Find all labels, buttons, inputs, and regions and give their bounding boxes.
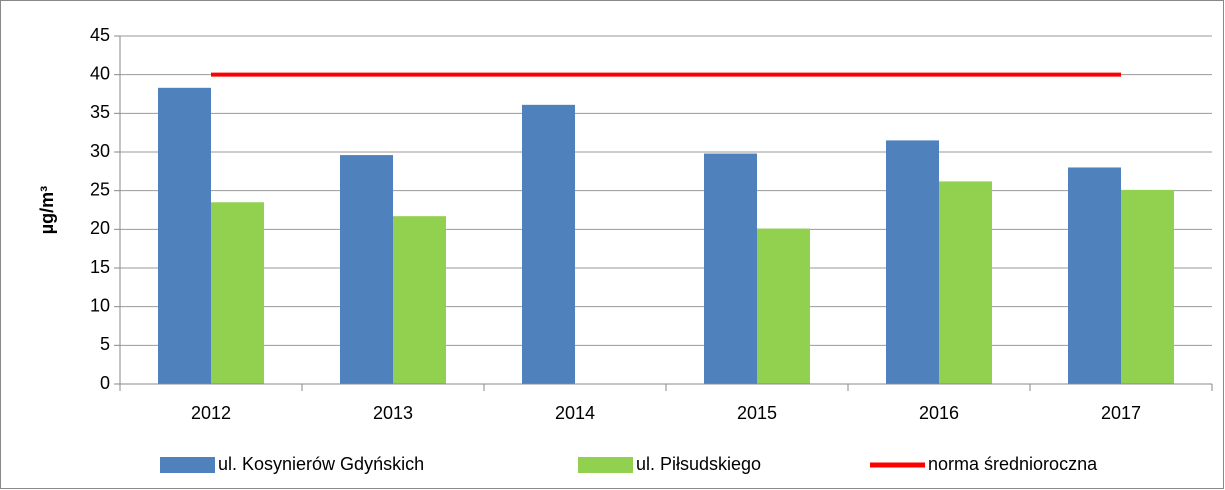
bar (1068, 167, 1121, 384)
y-tick-label: 25 (90, 179, 110, 199)
x-tick-label: 2014 (555, 403, 595, 423)
x-tick-label: 2017 (1101, 403, 1141, 423)
bar (393, 216, 446, 384)
bar (939, 181, 992, 384)
bar (522, 104, 575, 385)
x-tick-label: 2012 (191, 403, 231, 423)
y-tick-label: 35 (90, 102, 110, 122)
y-tick-label: 40 (90, 63, 110, 83)
y-tick-label: 10 (90, 295, 110, 315)
y-tick-label: 30 (90, 141, 110, 161)
bar (1121, 189, 1174, 384)
legend-swatch (578, 457, 633, 473)
y-axis-label: µg/m³ (37, 186, 57, 234)
y-tick-label: 5 (100, 334, 110, 354)
x-tick-label: 2016 (919, 403, 959, 423)
bar (340, 155, 393, 384)
legend-label: ul. Piłsudskiego (636, 454, 761, 474)
legend-label: norma średnioroczna (928, 454, 1098, 474)
y-tick-label: 15 (90, 257, 110, 277)
y-tick-label: 45 (90, 25, 110, 45)
bar (886, 140, 939, 384)
bar (704, 153, 757, 384)
bar (757, 228, 810, 384)
y-tick-label: 20 (90, 218, 110, 238)
bar (158, 87, 211, 385)
legend-label: ul. Kosynierów Gdyńskich (218, 454, 424, 474)
x-tick-label: 2013 (373, 403, 413, 423)
y-tick-label: 0 (100, 373, 110, 393)
legend-swatch (160, 457, 215, 473)
x-tick-label: 2015 (737, 403, 777, 423)
bar (211, 202, 264, 384)
